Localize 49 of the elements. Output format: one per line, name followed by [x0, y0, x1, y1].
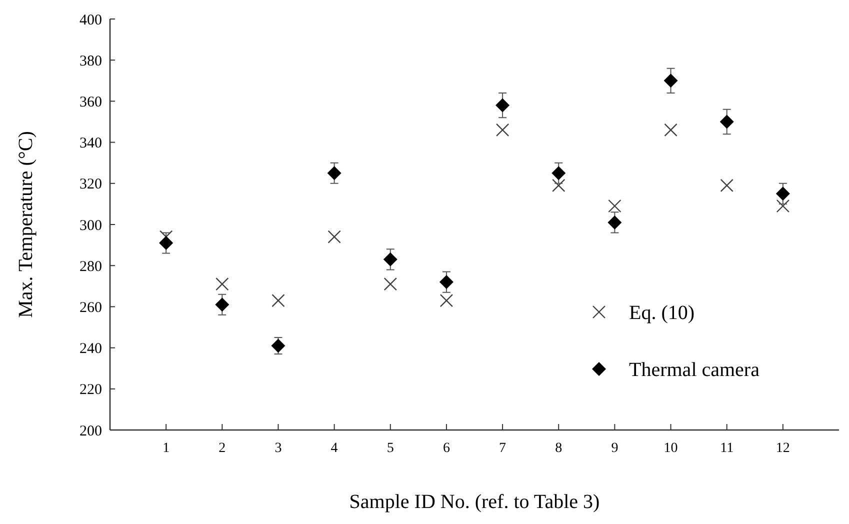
point	[439, 275, 454, 290]
point	[776, 186, 790, 201]
point	[440, 294, 454, 308]
y-axis-title: Max. Temperature (°C)	[15, 131, 37, 318]
x-axis-title: Sample ID No. (ref. to Table 3)	[349, 491, 600, 513]
point	[720, 178, 734, 192]
point	[216, 277, 229, 291]
x-tick-label: 8	[555, 441, 562, 456]
point	[720, 114, 734, 129]
point	[664, 123, 678, 137]
point	[496, 123, 510, 137]
x-tick-label: 3	[274, 441, 282, 456]
x-tick-label: 9	[611, 441, 618, 456]
point	[215, 298, 230, 312]
x-tick-label: 6	[442, 441, 450, 456]
point	[496, 98, 510, 112]
point	[383, 252, 398, 266]
point	[328, 230, 341, 244]
y-tick-label: 220	[80, 382, 102, 398]
x-tick-label: 12	[776, 441, 790, 456]
y-tick-label: 200	[80, 423, 102, 440]
point	[608, 215, 622, 230]
y-tick-label: 280	[80, 258, 102, 275]
x-tick-label: 4	[330, 441, 338, 456]
x-tick-label: 2	[218, 441, 226, 456]
legend-label: Thermal camera	[629, 359, 760, 381]
point	[271, 338, 286, 353]
x-tick-label: 7	[499, 441, 506, 456]
legend-label: Eq. (10)	[629, 302, 695, 324]
y-tick-label: 340	[80, 136, 102, 152]
x-tick-label: 10	[664, 441, 678, 456]
point	[272, 294, 285, 308]
y-tick-label: 360	[80, 94, 102, 110]
y-tick-label: 320	[80, 176, 102, 193]
y-tick-label: 300	[80, 218, 102, 234]
point	[327, 166, 342, 180]
point	[552, 166, 566, 180]
x-tick-label: 11	[720, 441, 734, 456]
point	[552, 178, 566, 192]
x-tick-label: 1	[162, 441, 170, 456]
y-tick-label: 380	[80, 53, 102, 70]
point	[384, 277, 397, 291]
x-tick-label: 5	[386, 441, 394, 456]
y-tick-label: 260	[80, 300, 102, 316]
y-tick-label: 400	[80, 12, 102, 28]
y-tick-label: 240	[80, 341, 102, 358]
point	[664, 74, 678, 88]
point	[159, 236, 174, 250]
point	[776, 199, 790, 213]
